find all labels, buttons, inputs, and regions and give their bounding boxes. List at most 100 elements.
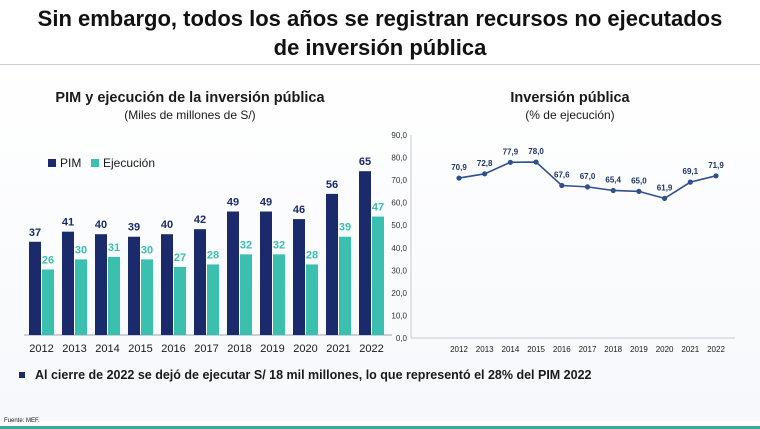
- bar-label-ejecucion-2020: 28: [306, 249, 318, 261]
- line-point-2012: [456, 175, 462, 181]
- line-x-tick-2017: 2017: [579, 345, 597, 354]
- line-x-tick-2018: 2018: [604, 345, 622, 354]
- line-point-2019: [636, 188, 642, 194]
- bar-label-pim-2012: 37: [29, 227, 41, 239]
- bar-pim-2019: [260, 211, 272, 335]
- bar-ejecucion-2021: [339, 236, 351, 335]
- line-x-tick-2020: 2020: [656, 345, 674, 354]
- bar-x-tick-2022: 2022: [359, 343, 383, 355]
- bar-x-tick-2021: 2021: [326, 343, 350, 355]
- bar-pim-2015: [128, 236, 140, 335]
- line-label-2016: 67,6: [554, 171, 570, 180]
- bar-x-tick-2015: 2015: [128, 343, 152, 355]
- bar-x-tick-2016: 2016: [161, 343, 185, 355]
- legend-swatch-ejecucion: [91, 159, 99, 167]
- line-point-2016: [559, 182, 565, 189]
- slide-title-line2: de inversión pública: [273, 35, 487, 60]
- slide-title: Sin embargo, todos los años se registran…: [0, 4, 760, 62]
- legend-item-pim: PIM: [48, 156, 81, 170]
- bar-label-ejecucion-2015: 30: [141, 244, 153, 256]
- line-point-2020: [662, 195, 668, 201]
- line-y-tick-0: 0,0: [396, 334, 408, 343]
- bar-x-tick-2018: 2018: [227, 343, 251, 355]
- line-x-tick-2015: 2015: [527, 345, 545, 354]
- bar-x-tick-2019: 2019: [260, 343, 284, 355]
- line-label-2021: 69,1: [683, 167, 699, 176]
- line-chart-subtitle: (% de ejecución): [525, 108, 615, 122]
- line-x-tick-2014: 2014: [502, 345, 520, 354]
- bar-pim-2012: [29, 241, 41, 335]
- bar-label-pim-2021: 56: [326, 179, 338, 191]
- bar-ejecucion-2013: [75, 259, 87, 335]
- legend-label-ejecucion: Ejecución: [103, 156, 156, 170]
- bar-x-tick-2014: 2014: [95, 343, 119, 355]
- bar-label-pim-2020: 46: [293, 204, 305, 216]
- bar-ejecucion-2020: [306, 264, 318, 335]
- bar-x-tick-2020: 2020: [293, 343, 317, 355]
- legend-swatch-pim: [48, 159, 56, 167]
- bar-pim-2013: [62, 231, 74, 335]
- source-text: Fuente: MEF.: [4, 418, 40, 424]
- line-label-2018: 65,4: [605, 175, 621, 184]
- bar-ejecucion-2017: [207, 264, 219, 335]
- line-x-tick-2013: 2013: [476, 345, 494, 354]
- note-bullet: [19, 372, 25, 378]
- line-y-tick-9: 90,0: [391, 131, 407, 140]
- line-x-tick-2021: 2021: [681, 345, 699, 354]
- bar-pim-2014: [95, 234, 107, 335]
- bar-x-tick-2012: 2012: [29, 343, 53, 355]
- bar-pim-2016: [161, 234, 173, 335]
- bar-label-pim-2022: 65: [359, 156, 371, 168]
- bar-ejecucion-2014: [108, 256, 120, 335]
- legend-label-pim: PIM: [60, 156, 82, 170]
- bar-label-pim-2018: 49: [227, 197, 239, 209]
- line-label-2015: 78,0: [528, 147, 544, 156]
- bar-pim-2021: [326, 193, 338, 335]
- line-point-2021: [687, 179, 693, 185]
- bar-label-pim-2017: 42: [194, 214, 206, 226]
- note-text: Al cierre de 2022 se dejó de ejecutar S/…: [35, 368, 592, 382]
- bar-ejecucion-2022: [372, 216, 384, 335]
- bar-pim-2020: [293, 219, 305, 335]
- line-y-tick-4: 40,0: [391, 244, 407, 253]
- bottom-accent-bar: [0, 426, 760, 429]
- line-y-tick-8: 80,0: [391, 154, 407, 163]
- bar-chart-title: PIM y ejecución de la inversión pública: [55, 90, 325, 106]
- legend-item-ejecucion: Ejecución: [91, 156, 155, 170]
- line-y-tick-1: 10,0: [391, 311, 407, 320]
- bar-pim-2022: [359, 171, 371, 335]
- line-x-tick-2019: 2019: [630, 345, 648, 354]
- line-label-2022: 71,9: [708, 161, 724, 170]
- bar-ejecucion-2015: [141, 259, 153, 335]
- bar-label-ejecucion-2021: 39: [339, 222, 351, 234]
- bar-pim-2018: [227, 211, 239, 335]
- line-label-2020: 61,9: [657, 183, 673, 192]
- line-label-2019: 65,0: [631, 176, 647, 185]
- line-y-tick-2: 20,0: [391, 289, 407, 298]
- title-divider: [0, 64, 760, 65]
- bar-label-ejecucion-2022: 47: [372, 202, 384, 214]
- bar-label-ejecucion-2016: 27: [174, 252, 186, 264]
- line-point-2018: [610, 187, 616, 194]
- bar-label-pim-2015: 39: [128, 222, 140, 234]
- bar-label-pim-2016: 40: [161, 219, 173, 231]
- bar-label-pim-2019: 49: [260, 197, 272, 209]
- line-x-tick-2016: 2016: [553, 345, 571, 354]
- bar-chart-subtitle: (Miles de millones de S/): [124, 108, 256, 122]
- line-y-tick-6: 60,0: [391, 199, 407, 208]
- bar-label-ejecucion-2013: 30: [75, 244, 87, 256]
- bar-label-pim-2014: 40: [95, 219, 107, 231]
- bar-ejecucion-2019: [273, 254, 285, 335]
- line-point-2015: [533, 159, 539, 165]
- line-label-2017: 67,0: [580, 172, 596, 181]
- line-y-tick-3: 30,0: [391, 266, 407, 275]
- line-point-2017: [584, 184, 591, 190]
- line-label-2014: 77,9: [503, 147, 519, 156]
- bar-label-ejecucion-2012: 26: [42, 254, 54, 266]
- line-point-2022: [713, 173, 719, 179]
- line-label-2013: 72,8: [477, 159, 493, 168]
- bar-pim-2017: [194, 229, 206, 335]
- line-label-2012: 70,9: [451, 163, 467, 172]
- bar-label-ejecucion-2018: 32: [240, 239, 252, 251]
